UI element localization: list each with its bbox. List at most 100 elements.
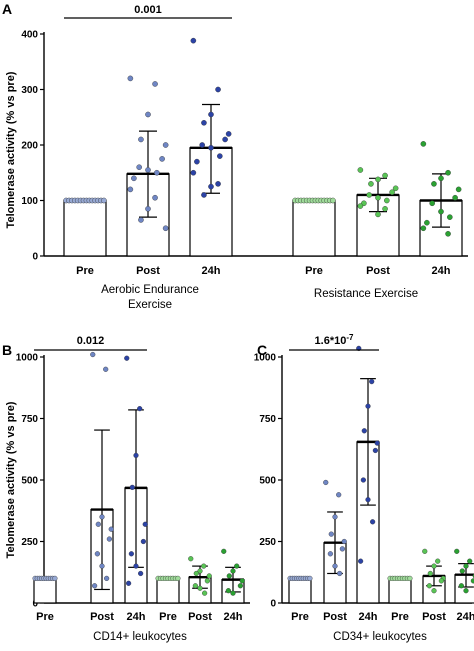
category-label-c: Pre: [291, 611, 309, 623]
data-point-b: [52, 575, 58, 582]
data-point-b: [99, 514, 105, 520]
data-point-b: [226, 573, 232, 579]
y-tick-label-a: 0: [32, 252, 38, 263]
category-label-a: Pre: [305, 265, 323, 277]
data-point-c: [467, 558, 473, 564]
x-axis-title-c: CD34+ leukocytes: [333, 631, 427, 643]
bar-b-0-pre: [33, 577, 57, 604]
data-point-b: [140, 538, 146, 545]
panel-label-c: C: [257, 342, 267, 358]
category-label-a: 24h: [202, 265, 221, 277]
data-point-c: [332, 514, 338, 520]
y-tick-label-c: 500: [259, 476, 276, 487]
data-point-b: [103, 366, 109, 372]
data-point-b: [202, 590, 208, 596]
category-label-b: 24h: [127, 611, 146, 623]
data-point-c: [435, 558, 441, 564]
data-point-c: [337, 570, 343, 577]
data-point-c: [365, 497, 371, 503]
data-point-c: [470, 578, 474, 584]
data-point-a: [455, 186, 462, 193]
data-point-a: [424, 219, 430, 226]
data-point-c: [431, 588, 437, 594]
data-point-c: [426, 583, 432, 589]
data-point-b: [137, 406, 143, 412]
data-point-c: [341, 538, 347, 545]
data-point-a: [445, 169, 451, 176]
category-label-a: Post: [366, 265, 390, 277]
data-point-b: [192, 583, 198, 589]
data-point-a: [225, 131, 232, 137]
data-point-c: [427, 570, 433, 577]
data-point-c: [328, 531, 334, 537]
data-point-a: [127, 186, 134, 193]
data-point-a: [162, 225, 169, 232]
category-label-c: Post: [422, 611, 446, 623]
x-axis-title-b: CD14+ leukocytes: [93, 631, 187, 643]
panel-label-a: A: [2, 1, 12, 17]
data-point-b: [104, 575, 110, 582]
data-point-a: [357, 167, 364, 173]
data-point-b: [106, 536, 112, 542]
data-point-a: [222, 136, 228, 143]
data-point-a: [382, 206, 388, 212]
data-point-c: [307, 575, 313, 582]
data-point-a: [145, 111, 151, 118]
data-point-a: [159, 156, 165, 162]
significance-value-a: 0.001: [134, 4, 162, 16]
y-tick-label-c: 1000: [254, 353, 277, 364]
category-label-a: Post: [136, 265, 160, 277]
significance-label-b: 0.012: [77, 335, 105, 347]
data-point-c: [459, 568, 465, 574]
data-point-a: [127, 75, 134, 82]
data-point-a: [445, 230, 451, 237]
data-point-c: [431, 563, 437, 569]
bar-a-0-pre: [63, 199, 107, 257]
data-point-c: [358, 558, 364, 564]
data-point-b: [95, 521, 101, 527]
bar-c-0-pre: [288, 577, 312, 604]
data-point-a: [375, 176, 381, 183]
data-point-a: [190, 37, 197, 44]
data-point-c: [360, 477, 366, 483]
data-point-c: [438, 578, 444, 584]
data-point-a: [215, 86, 221, 93]
data-point-c: [339, 546, 345, 552]
data-point-b: [206, 573, 212, 579]
data-point-a: [101, 197, 107, 204]
data-point-a: [199, 142, 205, 148]
data-point-c: [372, 447, 378, 454]
data-point-b: [230, 590, 236, 596]
data-point-a: [208, 111, 214, 118]
data-point-b: [126, 580, 132, 586]
significance-label-a: 0.001: [134, 4, 162, 16]
y-tick-label-c: 750: [259, 414, 276, 425]
data-point-a: [368, 181, 374, 187]
data-point-c: [332, 563, 338, 569]
data-point-a: [154, 169, 160, 176]
data-point-a: [190, 169, 197, 176]
data-point-a: [382, 172, 388, 179]
data-point-b: [133, 563, 139, 569]
data-point-a: [438, 208, 444, 215]
data-point-b: [142, 521, 148, 527]
data-point-a: [420, 225, 427, 232]
data-point-a: [392, 185, 399, 192]
data-point-b: [92, 583, 98, 589]
data-point-a: [438, 175, 444, 182]
y-axis-title-a: Telomerase activity (% vs pre): [5, 71, 17, 228]
data-point-c: [336, 492, 342, 498]
data-point-b: [193, 570, 199, 577]
y-tick-label-c: 250: [259, 537, 276, 548]
panel-c: 0 250 500 750 1000 Pre Post 24h Pre Post 24h 1.6*10…: [254, 333, 474, 623]
data-point-a: [138, 136, 144, 143]
category-label-b: Post: [188, 611, 212, 623]
data-point-a: [152, 194, 158, 201]
data-point-b: [197, 568, 203, 574]
data-point-a: [452, 194, 458, 201]
data-point-b: [197, 585, 203, 591]
group-label-aerobic-line1: Aerobic Endurance: [101, 284, 199, 296]
data-point-a: [194, 158, 200, 165]
data-point-c: [327, 551, 333, 557]
